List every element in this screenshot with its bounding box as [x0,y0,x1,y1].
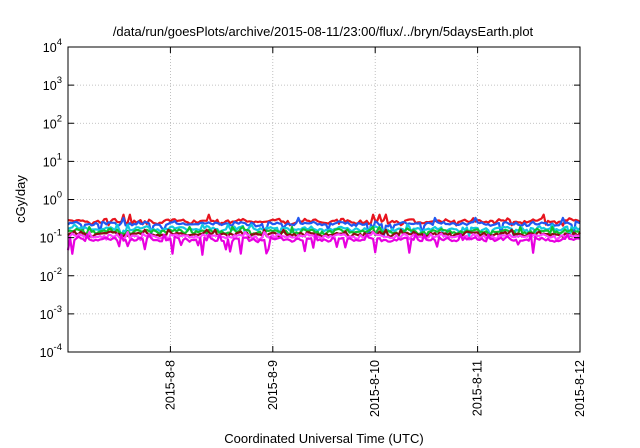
y-tick-label: 100 [43,190,62,208]
x-axis: 2015-8-8 2015-8-9 2015-8-10 2015-8-11 2015-8… [163,47,587,417]
series-line [66,233,581,256]
y-tick-label: 103 [43,75,62,93]
x-tick-label: 2015-8-12 [573,360,587,417]
y-axis: 10-4 10-3 10-2 10-1 100 101 102 103 104 [40,37,580,360]
series-group [66,213,581,256]
grid [68,46,581,353]
series-line [67,216,581,238]
y-tick-label: 102 [43,113,62,131]
y-tick-label: 104 [43,37,62,55]
series-line [67,223,581,238]
x-axis-label: Coordinated Universal Time (UTC) [224,431,423,446]
x-tick-label: 2015-8-9 [266,360,280,410]
x-tick-label: 2015-8-11 [471,360,485,416]
x-tick-label: 2015-8-10 [368,360,382,417]
y-tick-label: 101 [43,151,62,169]
chart-title: /data/run/goesPlots/archive/2015-08-11/2… [113,24,534,39]
y-axis-label: cGy/day [13,175,28,223]
series-line [67,231,581,242]
x-tick-label: 2015-8-8 [163,360,177,410]
y-tick-label: 10-1 [40,228,62,246]
y-tick-label: 10-4 [40,342,62,360]
y-tick-label: 10-2 [40,266,62,284]
y-tick-label: 10-3 [40,304,62,322]
